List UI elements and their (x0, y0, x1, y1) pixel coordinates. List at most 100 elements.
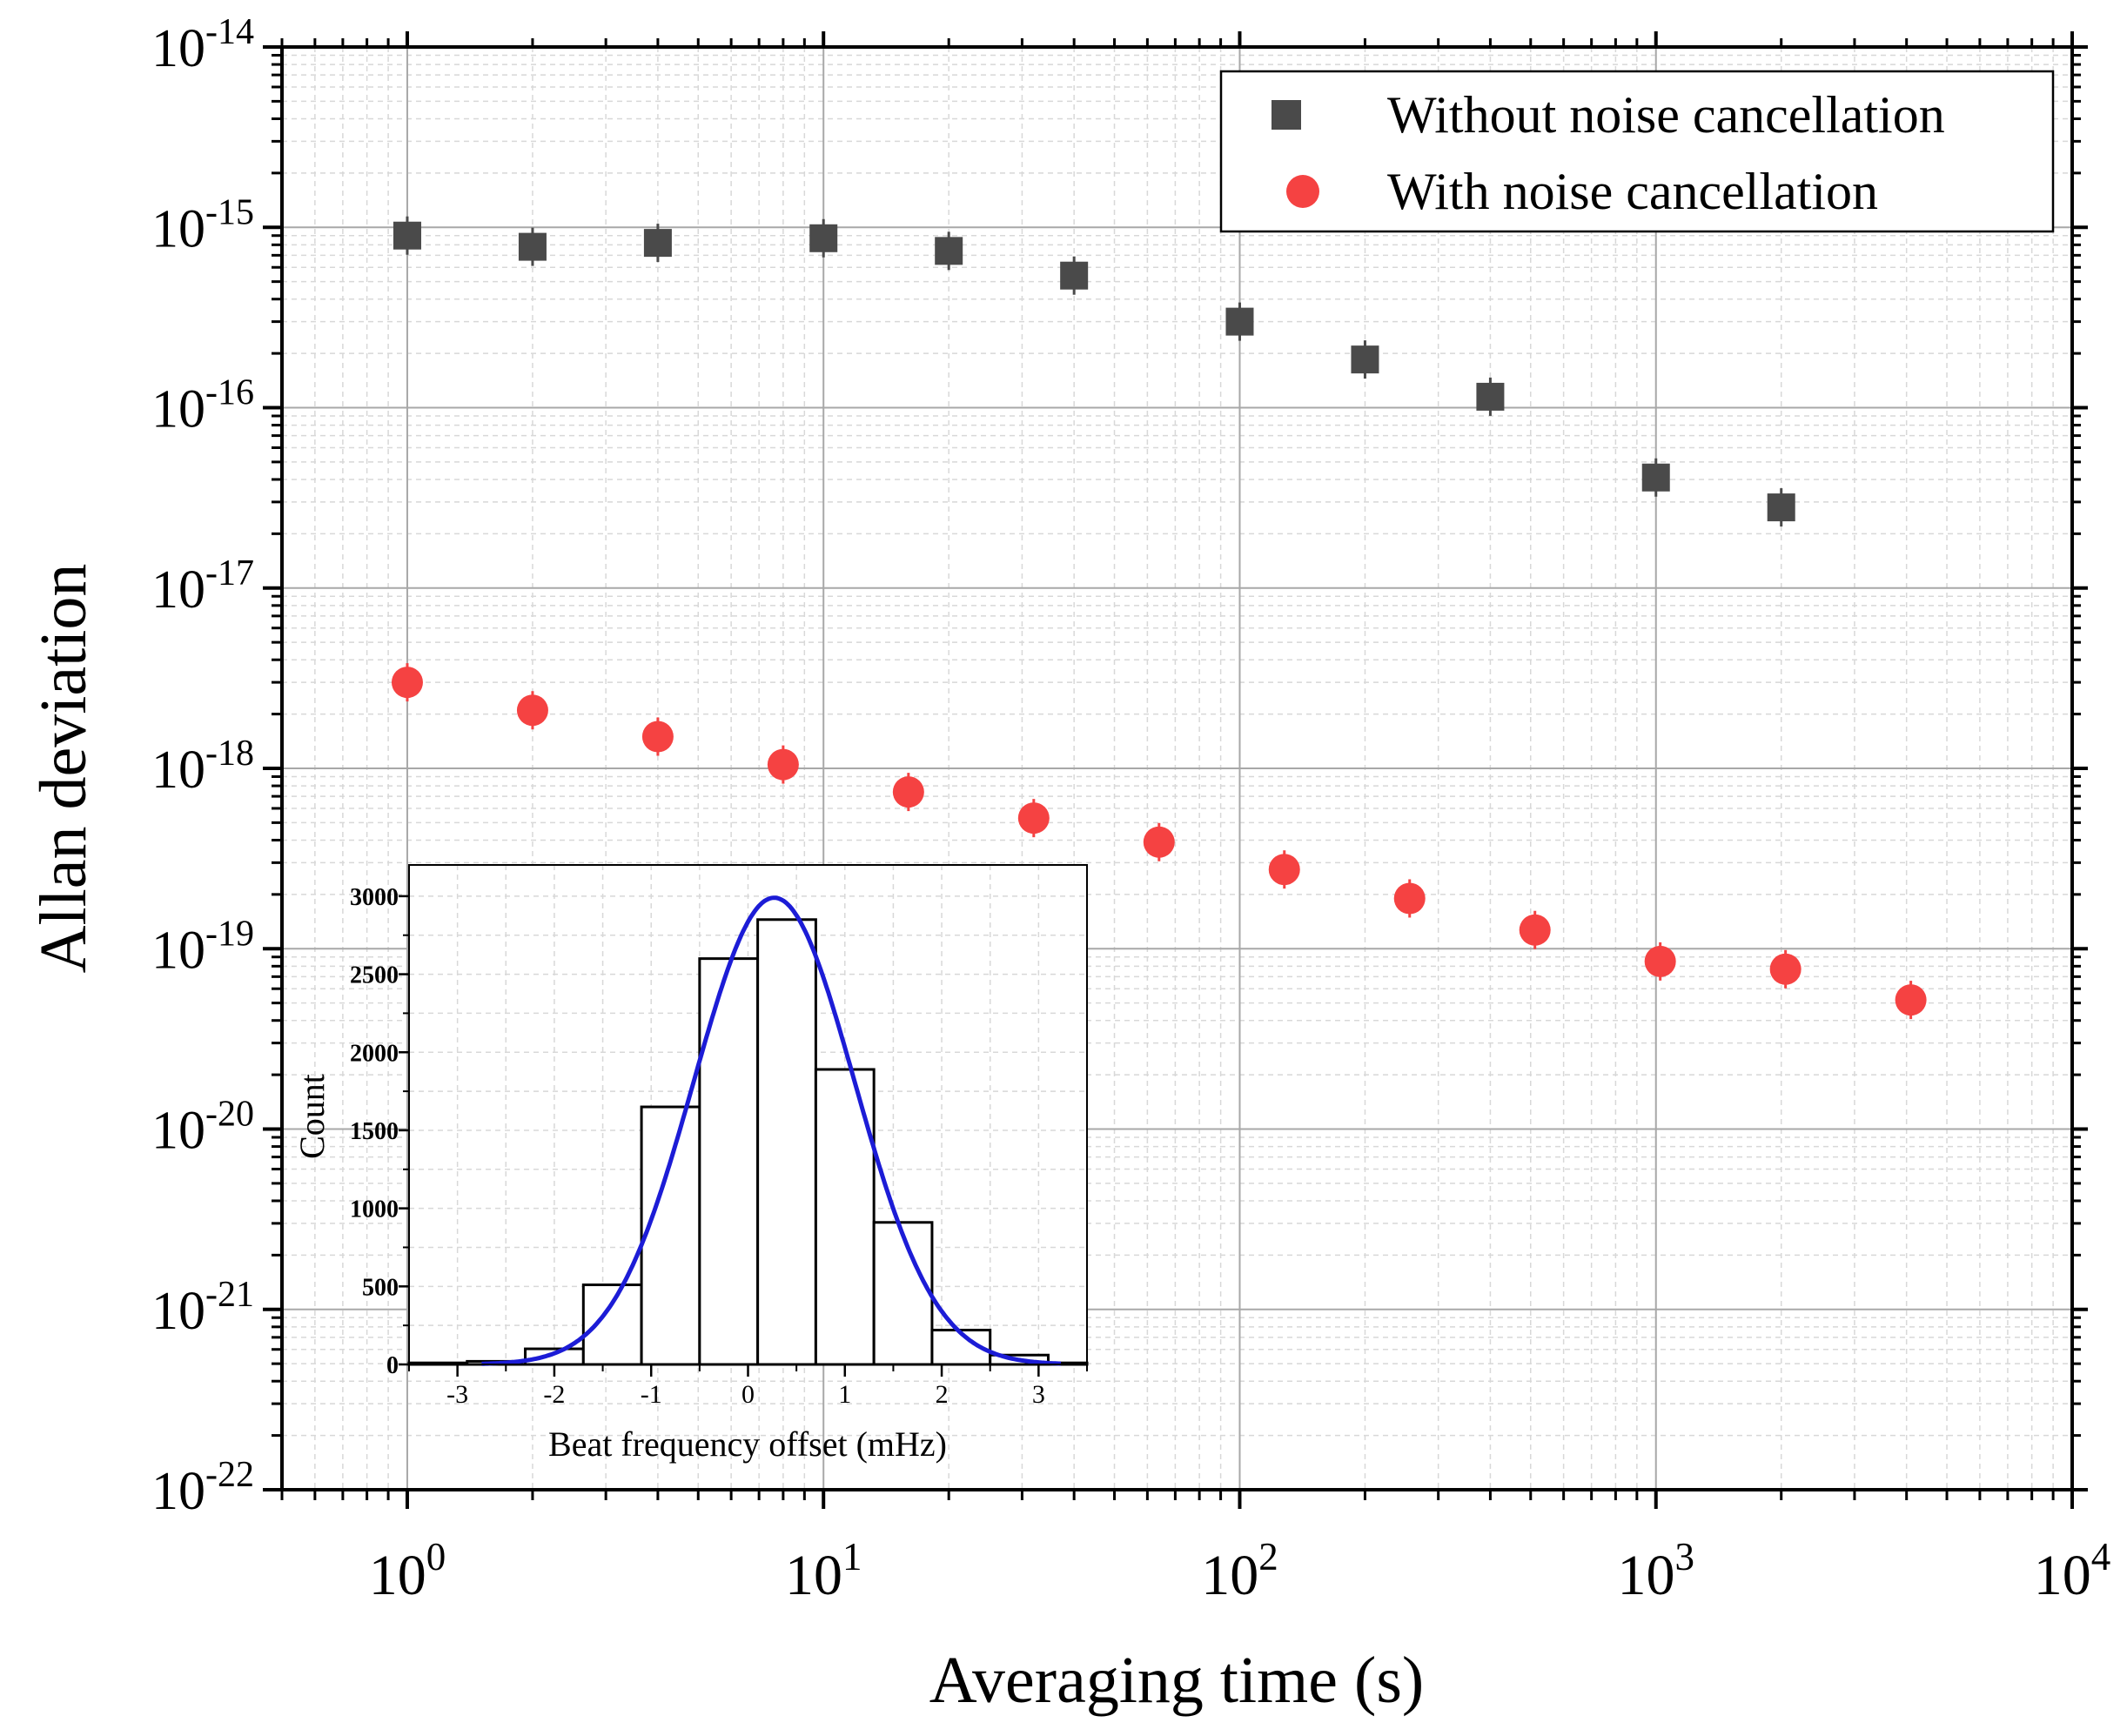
inset-y-tick-label: 2500 (350, 962, 399, 989)
data-point-circle (1644, 945, 1676, 977)
data-point-circle (1895, 984, 1927, 1016)
x-tick-label-exp: 2 (1258, 1535, 1278, 1578)
legend-marker-circle (1286, 175, 1319, 208)
y-tick-label: 10-22 (151, 1455, 254, 1521)
y-tick-label-exp: -16 (205, 373, 254, 413)
x-tick-label-exp: 0 (426, 1535, 446, 1578)
data-point-circle (892, 776, 924, 808)
legend-box (1219, 70, 2055, 233)
legend-marker-square (1272, 100, 1301, 130)
data-point-circle (391, 667, 423, 699)
y-tick-label-base: 10 (151, 380, 205, 439)
x-tick-label-exp: 3 (1674, 1535, 1694, 1578)
y-tick-label-base: 10 (151, 560, 205, 620)
y-tick-label-base: 10 (151, 199, 205, 258)
y-tick-label-exp: -14 (205, 12, 254, 52)
data-point-square (935, 237, 963, 265)
y-tick-label-exp: -21 (205, 1275, 254, 1315)
data-point-circle (1769, 953, 1802, 985)
data-point-square (1351, 345, 1379, 374)
data-point-square (1476, 382, 1505, 411)
y-tick-label: 10-14 (151, 12, 254, 78)
data-point-circle (1519, 914, 1551, 946)
data-point-square (1767, 493, 1795, 522)
legend-label: With noise cancellation (1387, 163, 1878, 220)
y-tick-label: 10-18 (151, 734, 254, 800)
y-tick-label-base: 10 (151, 741, 205, 800)
data-point-square (643, 229, 672, 258)
data-point-square (809, 224, 838, 252)
y-tick-label: 10-21 (151, 1275, 254, 1341)
data-point-circle (767, 748, 799, 781)
y-tick-label: 10-17 (151, 553, 254, 620)
histogram-bar (640, 1105, 701, 1366)
y-tick-label-base: 10 (151, 19, 205, 78)
inset-y-tick-label: 2000 (350, 1040, 399, 1067)
data-point-circle (516, 694, 548, 727)
histogram-bar (581, 1284, 643, 1366)
inset-x-tick-label: 0 (741, 1380, 755, 1409)
y-tick-label-exp: -18 (205, 734, 254, 774)
axis-labels: Averaging time (s) Allan deviation (27, 564, 1424, 1717)
y-tick-label-exp: -15 (205, 192, 254, 232)
inset-y-tick-label: 500 (362, 1274, 399, 1301)
y-tick-label-base: 10 (151, 1462, 205, 1521)
x-axis-label: Averaging time (s) (929, 1644, 1424, 1717)
main-axes: 100 101 102 103 10410-1410-1510-1610-1710-18… (151, 12, 2110, 1607)
y-tick-label-exp: -20 (205, 1095, 254, 1135)
histogram-bar (872, 1221, 934, 1366)
y-tick-label-exp: -22 (205, 1455, 254, 1495)
x-tick-label: 101 (785, 1535, 862, 1607)
x-tick-label-base: 10 (369, 1544, 426, 1607)
y-tick-label: 10-20 (151, 1095, 254, 1161)
y-tick-label-base: 10 (151, 1102, 205, 1161)
data-point-square (1641, 463, 1670, 492)
x-tick-label-base: 10 (785, 1544, 842, 1607)
inset-x-axis-label: Beat frequency offset (mHz) (548, 1424, 947, 1464)
y-tick-label-exp: -19 (205, 914, 254, 954)
x-tick-label: 103 (1617, 1535, 1694, 1607)
inset-y-axis-label: Count (292, 1074, 332, 1159)
x-tick-label-base: 10 (1617, 1544, 1674, 1607)
inset-x-tick-label: -2 (543, 1380, 565, 1409)
inset-x-tick-label: -1 (641, 1380, 662, 1409)
inset-y-tick-label: 0 (386, 1352, 399, 1379)
y-tick-label: 10-15 (151, 192, 254, 258)
data-point-circle (1393, 882, 1426, 915)
data-point-circle (1017, 802, 1050, 834)
x-tick-label: 102 (1201, 1535, 1278, 1607)
data-point-square (518, 232, 547, 261)
inset-x-tick-label: 3 (1032, 1380, 1045, 1409)
x-tick-label-base: 10 (1201, 1544, 1258, 1607)
y-tick-label-exp: -17 (205, 553, 254, 593)
data-point-square (393, 221, 421, 250)
inset-x-tick-label: 2 (936, 1380, 949, 1409)
data-point-circle (1143, 826, 1175, 858)
y-tick-label: 10-16 (151, 373, 254, 439)
inset-y-tick-label: 1000 (350, 1196, 399, 1223)
histogram-bar (698, 957, 760, 1366)
x-tick-label: 104 (2034, 1535, 2111, 1607)
legend-label: Without noise cancellation (1387, 86, 1945, 144)
x-tick-label-exp: 4 (2091, 1535, 2111, 1578)
y-tick-label-base: 10 (151, 1282, 205, 1341)
inset-x-tick-label: 1 (838, 1380, 851, 1409)
data-point-square (1060, 261, 1089, 290)
x-tick-label-base: 10 (2034, 1544, 2091, 1607)
y-axis-label: Allan deviation (27, 564, 100, 974)
inset-y-tick-label: 3000 (350, 884, 399, 911)
gaussian-fit-curve (481, 895, 1062, 1366)
legend: Without noise cancellation With noise can… (1219, 70, 2055, 233)
y-tick-label: 10-19 (151, 914, 254, 980)
y-tick-label-base: 10 (151, 921, 205, 980)
inset-y-tick-label: 1500 (350, 1118, 399, 1145)
x-tick-label: 100 (369, 1535, 446, 1607)
inset-x-tick-label: -3 (446, 1380, 468, 1409)
data-point-square (1225, 307, 1254, 336)
data-point-circle (641, 721, 674, 753)
histogram-bar (756, 918, 817, 1366)
inset-histogram: -3 -2 -1 0 1 2 3 0 500 1000 1500 2000 2500 3000 Beat f… (292, 864, 1089, 1464)
x-tick-label-exp: 1 (842, 1535, 862, 1578)
data-point-circle (1268, 854, 1300, 886)
